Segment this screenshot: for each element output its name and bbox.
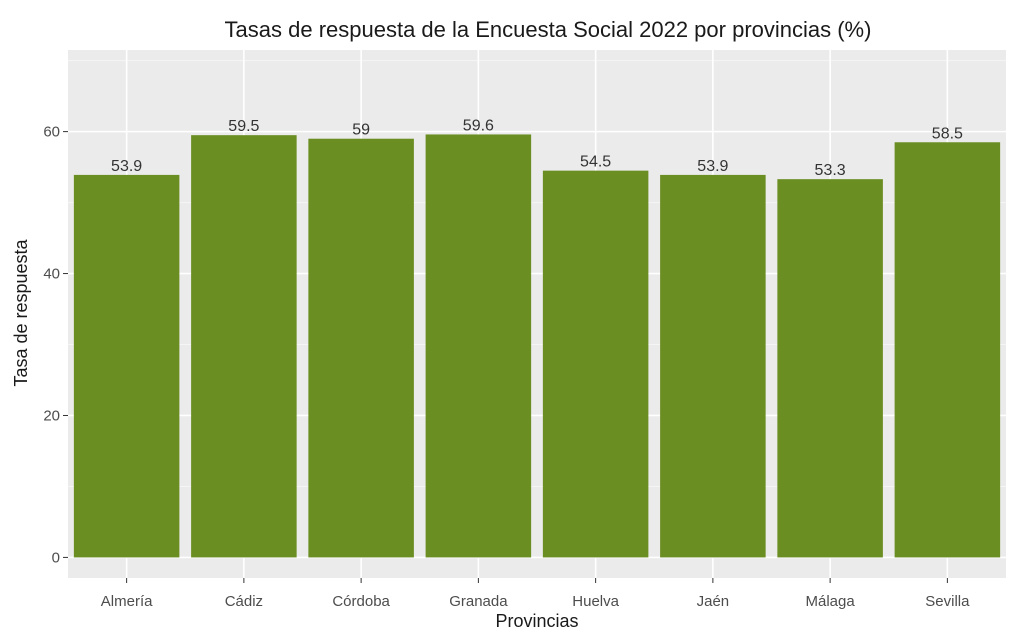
bar	[308, 138, 414, 558]
x-tick-label: Granada	[449, 593, 508, 610]
x-tick-label: Córdoba	[332, 593, 390, 610]
x-axis: Almería Cádiz Córdoba Granada Huelva Jaén Mála…	[101, 578, 970, 610]
bar	[660, 174, 766, 558]
x-tick-label: Málaga	[806, 593, 856, 610]
x-tick-label: Jaén	[697, 593, 730, 610]
chart-title: Tasas de respuesta de la Encuesta Social…	[225, 17, 872, 42]
data-label: 53.9	[697, 158, 728, 175]
x-tick-label: Sevilla	[925, 593, 970, 610]
y-tick-label: 40	[43, 266, 60, 283]
y-axis-title: Tasa de respuesta	[11, 238, 31, 386]
data-label: 59.6	[463, 117, 494, 134]
data-labels: 53.9 59.5 59 59.6 54.5 53.9 53.3 58.5	[111, 117, 963, 179]
x-tick-label: Cádiz	[225, 593, 263, 610]
x-axis-title: Provincias	[495, 611, 578, 631]
bar	[894, 142, 1001, 558]
y-tick-label: 60	[43, 124, 60, 141]
bar	[191, 135, 297, 558]
data-label: 59.5	[228, 118, 259, 135]
x-tick-label: Almería	[101, 593, 153, 610]
bar	[425, 134, 532, 558]
data-label: 54.5	[580, 154, 611, 171]
bar	[542, 170, 649, 558]
data-label: 59	[352, 122, 370, 139]
bar	[777, 179, 883, 558]
x-tick-label: Huelva	[572, 593, 619, 610]
data-label: 53.3	[815, 162, 846, 179]
data-label: 58.5	[932, 125, 963, 142]
y-axis: 0 20 40 60	[43, 124, 68, 566]
bars	[73, 134, 1001, 558]
bar	[73, 174, 180, 558]
y-tick-label: 20	[43, 407, 60, 424]
data-label: 53.9	[111, 158, 142, 175]
y-tick-label: 0	[52, 549, 60, 566]
